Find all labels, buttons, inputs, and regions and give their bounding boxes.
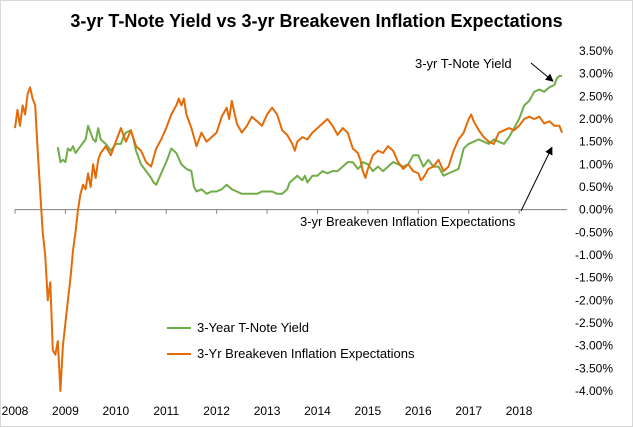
series-layer [14,74,563,392]
y-tick-label: 0.50% [579,180,613,194]
y-tick-label: 1.00% [579,157,613,171]
y-tick-label: -1.50% [575,271,613,285]
y-tick-label: -2.50% [575,316,613,330]
chart-title: 3-yr T-Note Yield vs 3-yr Breakeven Infl… [70,11,563,31]
legend-label: 3-Year T-Note Yield [197,320,309,335]
y-tick-label: 2.50% [579,89,613,103]
annotation-arrow-breakeven [520,146,553,212]
axes-layer: 3.50% 3.00% 2.50% 2.00% 1.50% 1.00% 0.50% 0.00%… [2,44,614,418]
x-tick-label: 2016 [405,404,432,418]
y-tick-label: 0.00% [579,203,613,217]
x-tick-label: 2018 [506,404,533,418]
y-tick-label: -0.50% [575,225,613,239]
x-tick-label: 2017 [455,404,482,418]
annotation-arrow-tnote-yield [530,62,554,82]
y-tick-label: -3.50% [575,361,613,375]
y-tick-label: -1.00% [575,248,613,262]
annotation-breakeven: 3-yr Breakeven Inflation Expectations [300,214,516,229]
y-tick-label: 2.00% [579,112,613,126]
y-tick-label: -2.00% [575,293,613,307]
x-tick-label: 2011 [153,404,179,418]
x-tick-label: 2014 [304,404,331,418]
y-tick-label: 1.50% [579,135,613,149]
x-tick-label: 2008 [2,404,29,418]
x-tick-label: 2012 [203,404,230,418]
x-tick-label: 2009 [52,404,79,418]
x-tick-label: 2013 [254,404,281,418]
annotation-layer: 3-yr T-Note Yield 3-yr Breakeven Inflatio… [300,56,554,229]
y-tick-label: -4.00% [575,384,613,398]
series-line-breakeven-inflation [14,86,563,392]
y-tick-label: 3.00% [579,67,613,81]
legend-label: 3-Yr Breakeven Inflation Expectations [197,346,415,361]
legend: 3-Year T-Note Yield 3-Yr Breakeven Inflat… [167,320,415,361]
y-tick-label: -3.00% [575,339,613,353]
series-line-tnote-yield [56,74,562,195]
y-tick-label: 3.50% [579,44,613,58]
x-tick-label: 2010 [102,404,129,418]
x-tick-label: 2015 [355,404,382,418]
annotation-tnote-yield: 3-yr T-Note Yield [415,56,512,71]
